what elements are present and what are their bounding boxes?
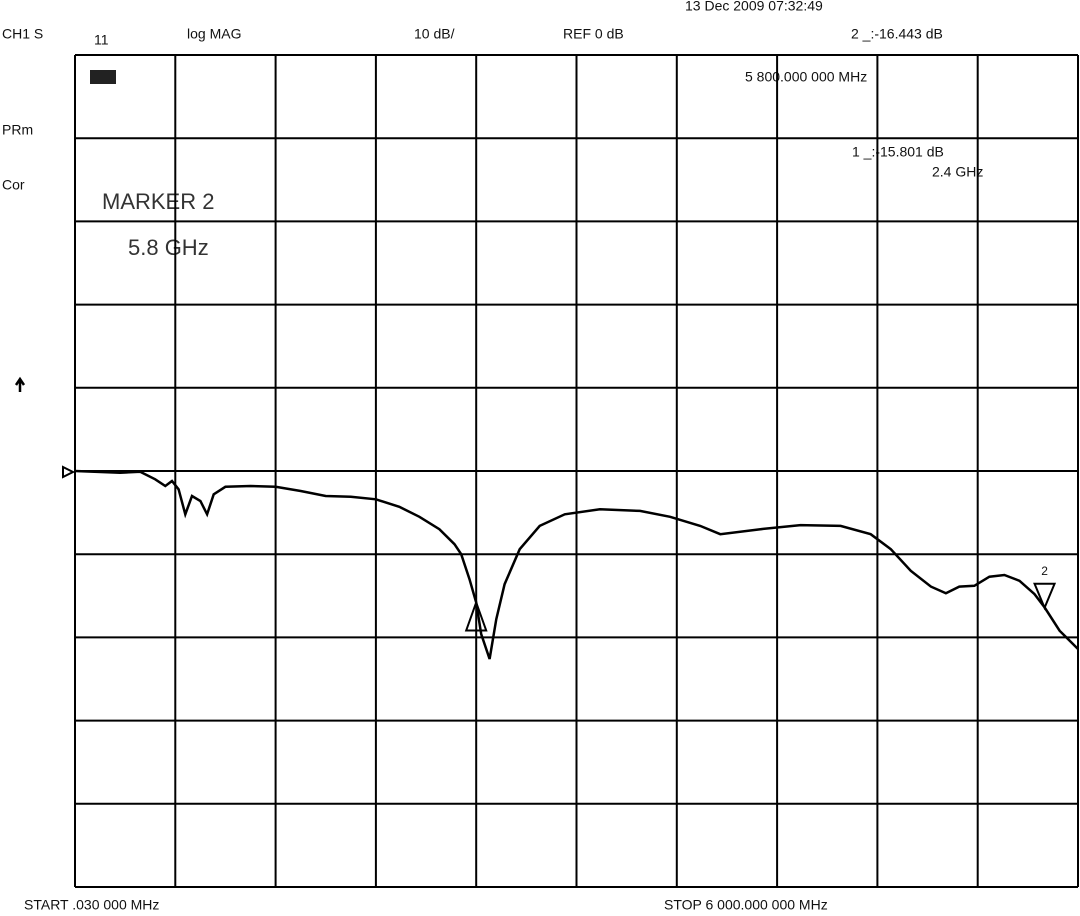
marker-readout: 2 _:-16.443 dB bbox=[851, 26, 943, 42]
marker bbox=[1033, 582, 1057, 611]
trace bbox=[74, 469, 1079, 660]
reference: REF 0 dB bbox=[563, 26, 624, 42]
parameter: 11 bbox=[94, 32, 109, 48]
format: log MAG bbox=[187, 26, 241, 42]
side-label: Cor bbox=[2, 177, 25, 193]
icon bbox=[90, 70, 116, 84]
marker-readout: 1 _:-15.801 dB bbox=[852, 144, 944, 160]
marker bbox=[464, 599, 488, 632]
marker-label: 2 bbox=[1041, 564, 1048, 578]
marker-readout: 2.4 GHz bbox=[932, 164, 983, 180]
stop-label: STOP 6 000.000 000 MHz bbox=[664, 897, 828, 913]
timestamp: 13 Dec 2009 07:32:49 bbox=[685, 0, 823, 14]
arrow-icon bbox=[14, 376, 26, 392]
side-label: PRm bbox=[2, 122, 33, 138]
channel: CH1 S bbox=[2, 26, 43, 42]
reference-pointer bbox=[62, 465, 76, 479]
annotation: MARKER 2 bbox=[102, 189, 214, 214]
annotation: 5.8 GHz bbox=[128, 235, 209, 260]
start-label: START .030 000 MHz bbox=[24, 897, 159, 913]
marker-readout: 5 800.000 000 MHz bbox=[745, 69, 867, 85]
scale: 10 dB/ bbox=[414, 26, 455, 42]
